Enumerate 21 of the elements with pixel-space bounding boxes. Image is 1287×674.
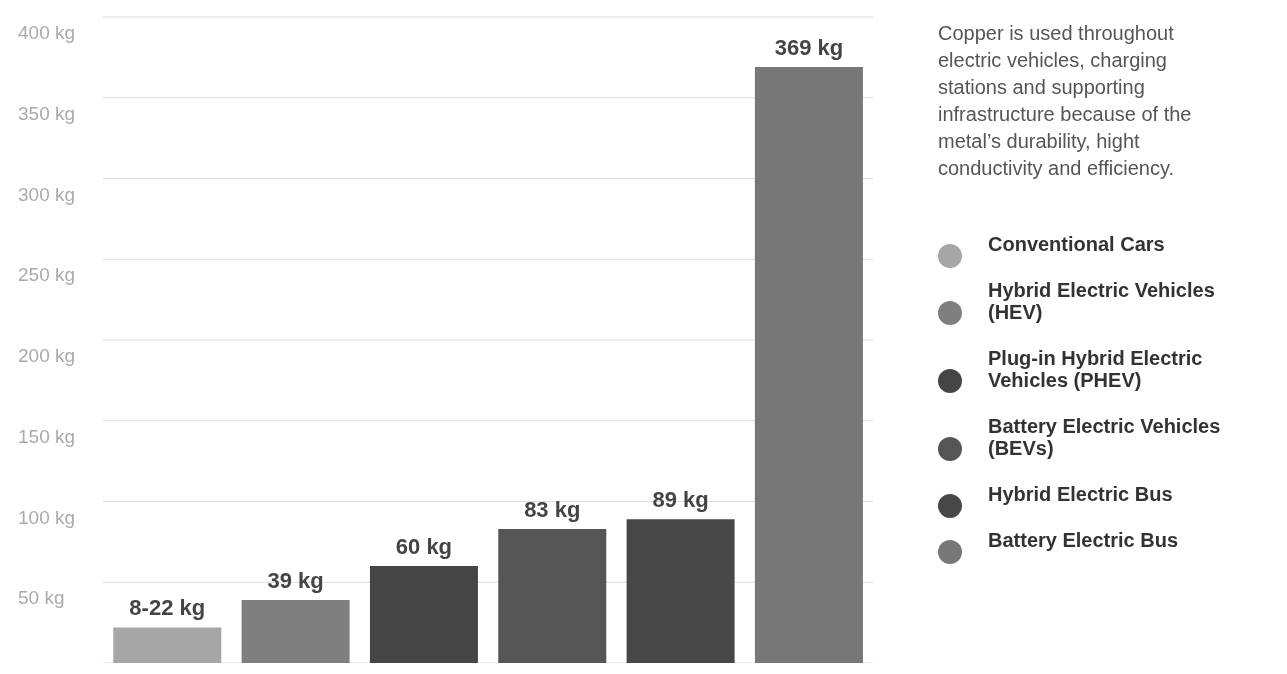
legend-label: Battery Electric Bus bbox=[988, 529, 1180, 551]
data-label: 369 kg bbox=[774, 35, 844, 61]
data-label: 83 kg bbox=[524, 496, 581, 522]
data-label: 39 kg bbox=[267, 568, 324, 594]
data-label: 8-22 kg bbox=[129, 595, 206, 621]
y-tick-label: 300 kg bbox=[18, 183, 76, 205]
y-tick-label: 400 kg bbox=[18, 22, 76, 43]
legend-label: Hybrid Electric Vehicles (HEV) bbox=[988, 279, 1216, 323]
y-tick-label: 50 kg bbox=[18, 587, 65, 609]
y-tick-label: 100 kg bbox=[18, 506, 76, 528]
y-tick-label: 250 kg bbox=[18, 264, 76, 286]
legend-label: Plug-in Hybrid Electric Vehicles (PHEV) bbox=[988, 347, 1204, 391]
text: Copper is used throughout electric vehicles, charging stations and supporting infrastructure because of the metal’s durability, hight conductivity and efficiency. bbox=[938, 21, 1193, 181]
y-tick-label: 350 kg bbox=[18, 102, 76, 124]
legend-label: Conventional Cars bbox=[988, 233, 1166, 255]
data-label: 60 kg bbox=[395, 534, 453, 560]
y-tick-label: 150 kg bbox=[18, 425, 76, 447]
legend-label: Hybrid Electric Bus bbox=[988, 483, 1174, 505]
data-label: 89 kg bbox=[652, 487, 709, 513]
y-tick-label: 200 kg bbox=[18, 345, 76, 366]
legend-label: Battery Electric Vehicles (BEVs) bbox=[988, 415, 1222, 459]
